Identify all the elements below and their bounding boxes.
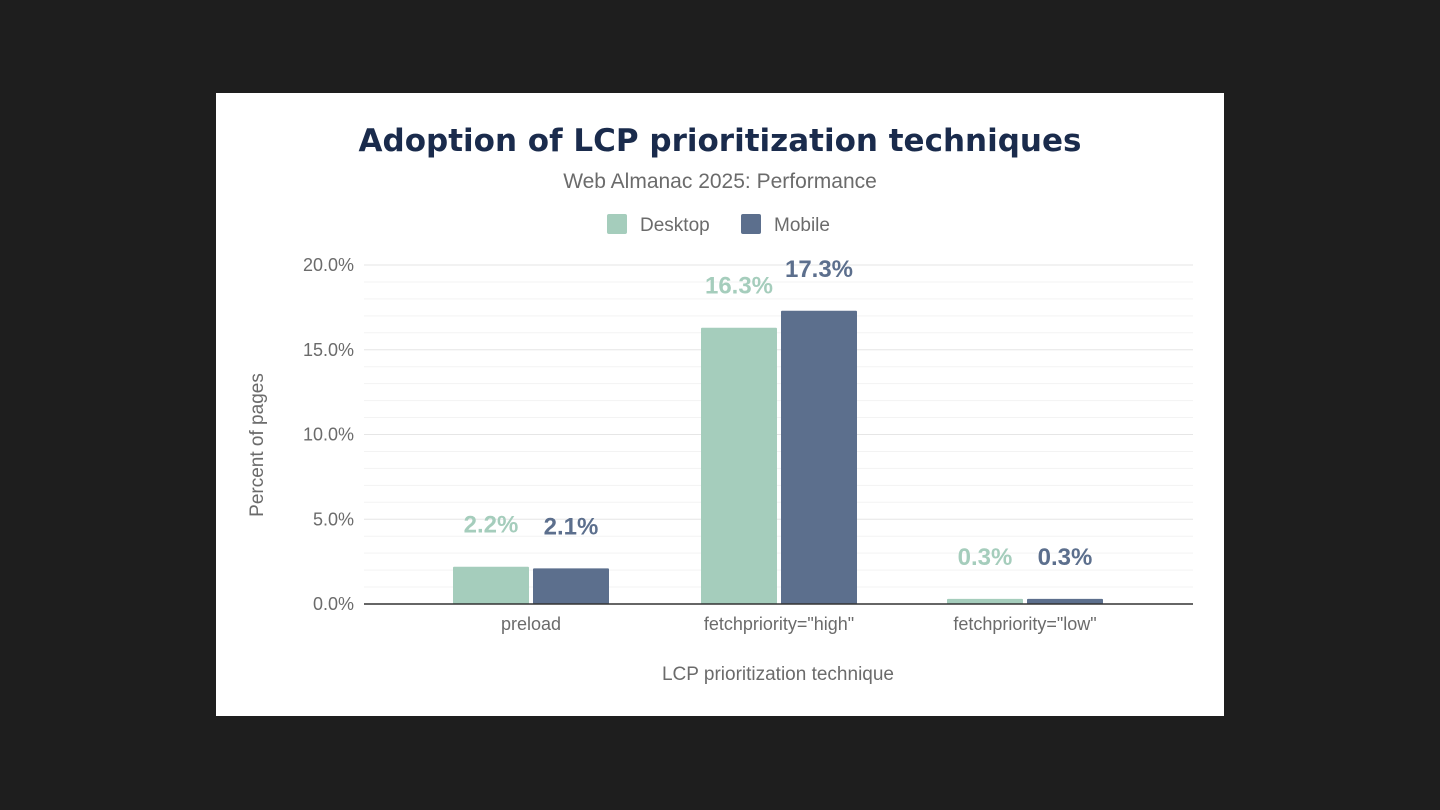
x-tick-label: fetchpriority="high" — [704, 614, 854, 634]
data-label-desktop-2: 0.3% — [958, 544, 1013, 571]
grid — [364, 264, 1193, 588]
x-axis-ticks: preload fetchpriority="high" fetchpriority… — [501, 614, 1097, 634]
legend-label-mobile: Mobile — [774, 215, 830, 236]
data-label-mobile-2: 0.3% — [1038, 544, 1093, 571]
x-axis-title: LCP prioritization technique — [662, 664, 894, 685]
data-label-mobile-1: 17.3% — [785, 256, 853, 283]
legend-label-desktop: Desktop — [640, 215, 710, 236]
bars — [453, 310, 1103, 604]
y-tick-label: 20.0% — [303, 255, 354, 275]
bar-mobile-0 — [533, 568, 609, 604]
bar-desktop-2 — [947, 598, 1023, 604]
legend: Desktop Mobile — [607, 214, 830, 236]
x-tick-label: preload — [501, 614, 561, 634]
chart-svg: Adoption of LCP prioritization technique… — [247, 123, 1193, 685]
legend-swatch-mobile — [741, 214, 761, 234]
data-labels: 2.2% 2.1% 16.3% 17.3% 0.3% 0.3% — [464, 256, 1093, 571]
bar-desktop-1 — [701, 327, 777, 604]
y-tick-label: 10.0% — [303, 425, 354, 445]
bar-desktop-0 — [453, 566, 529, 604]
y-tick-label: 15.0% — [303, 340, 354, 360]
chart-subtitle: Web Almanac 2025: Performance — [563, 170, 877, 193]
legend-swatch-desktop — [607, 214, 627, 234]
chart-card: Adoption of LCP prioritization technique… — [216, 93, 1224, 716]
data-label-desktop-0: 2.2% — [464, 512, 519, 539]
x-tick-label: fetchpriority="low" — [953, 614, 1096, 634]
y-axis-ticks: 0.0% 5.0% 10.0% 15.0% 20.0% — [303, 255, 354, 614]
y-tick-label: 0.0% — [313, 594, 354, 614]
y-tick-label: 5.0% — [313, 509, 354, 529]
y-axis-title: Percent of pages — [247, 373, 268, 517]
bar-mobile-2 — [1027, 598, 1103, 604]
data-label-desktop-1: 16.3% — [705, 273, 773, 300]
bar-mobile-1 — [781, 310, 857, 604]
chart-title: Adoption of LCP prioritization technique… — [359, 123, 1082, 159]
data-label-mobile-0: 2.1% — [544, 513, 599, 540]
